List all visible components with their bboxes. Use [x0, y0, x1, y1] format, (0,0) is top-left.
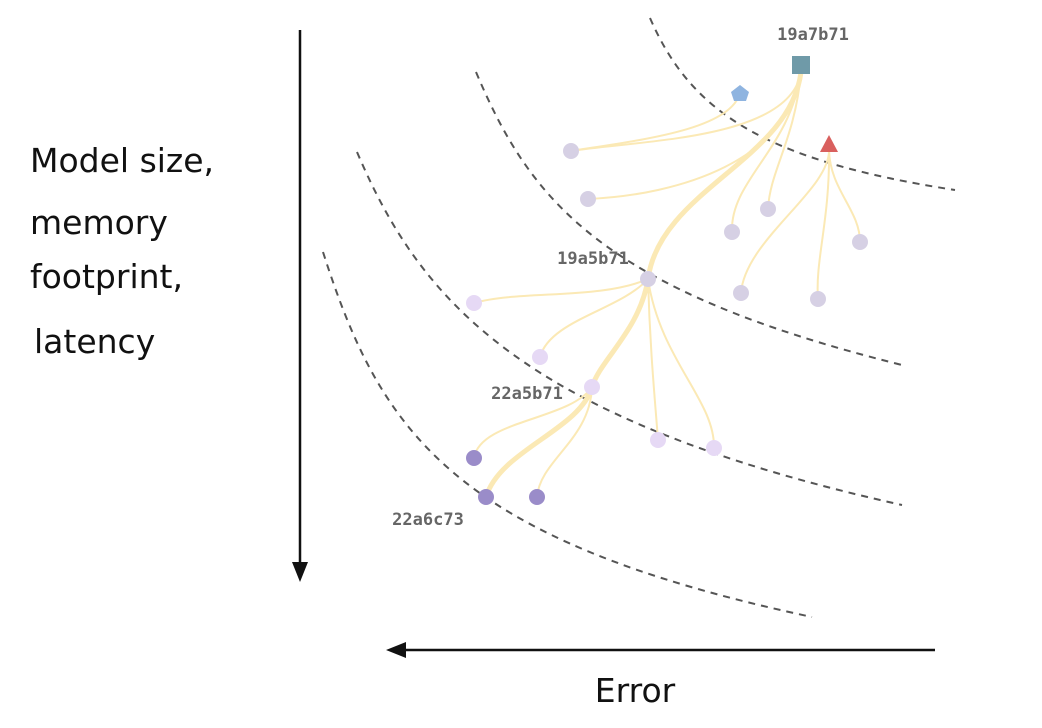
branches	[473, 71, 861, 498]
node	[852, 234, 868, 250]
node	[584, 379, 600, 395]
node	[529, 489, 545, 505]
front	[356, 151, 903, 506]
nodes	[466, 56, 868, 505]
pareto-fronts	[322, 17, 956, 618]
axes	[292, 30, 935, 658]
node-pentagon	[731, 85, 749, 101]
x-arrowhead	[386, 642, 406, 658]
front	[322, 251, 813, 618]
node-label: 19a5b71	[557, 249, 629, 269]
node-label: 22a5b71	[491, 384, 563, 404]
node	[563, 143, 579, 159]
branch	[647, 278, 659, 441]
node	[724, 224, 740, 240]
branch	[473, 278, 649, 304]
branch	[740, 149, 831, 294]
branch	[767, 71, 802, 210]
front	[475, 71, 903, 366]
node	[466, 295, 482, 311]
node	[532, 349, 548, 365]
node	[466, 450, 482, 466]
branch	[536, 386, 593, 498]
branch	[647, 278, 716, 449]
node	[580, 191, 596, 207]
node	[733, 285, 749, 301]
branch	[730, 71, 802, 233]
x-label: Error	[595, 671, 676, 710]
branch	[570, 92, 741, 152]
branch	[473, 386, 593, 459]
branch	[828, 149, 861, 243]
node	[478, 489, 494, 505]
branch	[816, 149, 831, 300]
node-label: 19a7b71	[777, 25, 849, 45]
node-label: 22a6c73	[392, 510, 464, 530]
node	[706, 440, 722, 456]
node-square	[792, 56, 810, 74]
branch	[539, 278, 649, 358]
front	[649, 17, 956, 191]
node	[760, 201, 776, 217]
y-label: Model size,	[30, 141, 214, 180]
node-triangle	[820, 135, 838, 152]
branch	[587, 71, 802, 200]
node	[640, 271, 656, 287]
y-arrowhead	[292, 562, 308, 582]
main-branch	[483, 71, 804, 498]
y-label: footprint,	[30, 257, 183, 296]
y-label: memory	[30, 203, 168, 242]
y-label: latency	[34, 322, 155, 361]
node	[810, 291, 826, 307]
node	[650, 432, 666, 448]
